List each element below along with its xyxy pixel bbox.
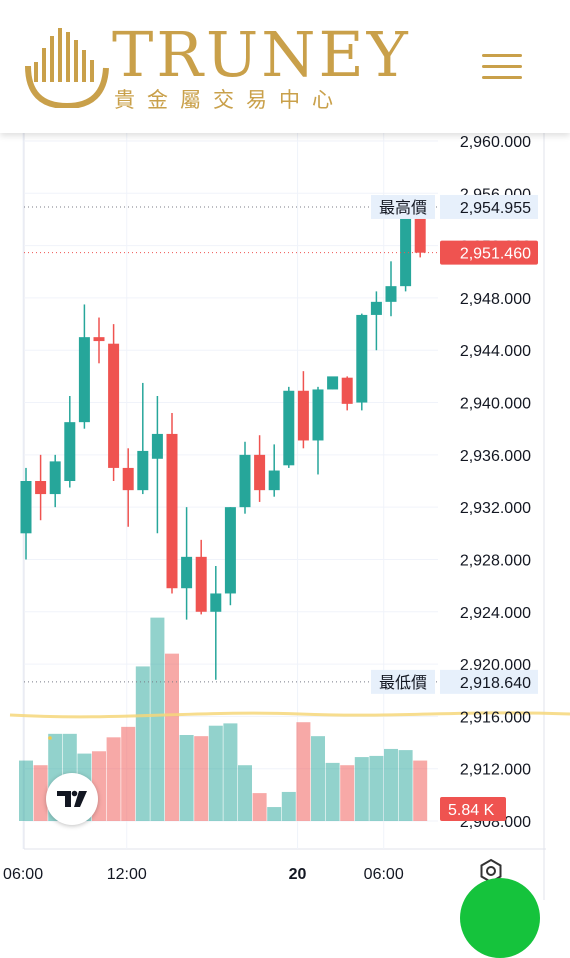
candle-body	[297, 390, 309, 441]
volume-bar	[252, 793, 267, 821]
time-tick-label: 20	[289, 866, 307, 883]
high-price-label-box	[371, 194, 435, 219]
time-tick-label: 06:00	[3, 866, 43, 883]
volume-bar	[121, 726, 136, 821]
candle-body	[122, 467, 134, 491]
volume-bar	[296, 722, 311, 821]
volume-bar	[267, 807, 282, 821]
low-price-value: 2,918.640	[460, 675, 531, 692]
candle-body	[49, 461, 61, 495]
volume-bar	[208, 725, 223, 821]
high-price-label: 最高價	[379, 199, 427, 217]
price-tick-label: 2,912.000	[460, 762, 531, 779]
volume-bar	[384, 748, 398, 821]
candle-body	[20, 481, 32, 534]
candle-body	[268, 470, 280, 491]
candle-body	[414, 211, 426, 253]
candle-body	[239, 454, 251, 508]
price-tick-label: 2,928.000	[460, 552, 531, 569]
price-tick-label: 2,932.000	[460, 500, 531, 517]
candle-body	[195, 556, 207, 612]
site-header: TRUNEY 貴金屬交易中心	[0, 0, 570, 133]
candle-body	[181, 556, 193, 589]
volume-bar	[340, 765, 355, 821]
price-tick-label: 2,944.000	[460, 343, 531, 360]
chat-button[interactable]	[460, 878, 540, 958]
candle-body	[35, 481, 47, 495]
volume-bar	[194, 736, 209, 821]
candle-body	[210, 593, 222, 612]
volume-bar	[179, 735, 194, 821]
candle-body	[64, 422, 76, 481]
volume-bar	[150, 617, 165, 821]
price-tick-label: 2,920.000	[460, 657, 531, 674]
low-price-value-box	[440, 669, 538, 694]
volume-bar	[106, 737, 121, 821]
low-price-label: 最低價	[379, 674, 427, 692]
volume-bar	[19, 760, 33, 821]
time-tick-label: 06:00	[364, 866, 404, 883]
candle-body	[400, 207, 412, 287]
candle-body	[341, 377, 353, 404]
volume-bar	[369, 755, 384, 821]
candle-body	[166, 433, 178, 589]
tradingview-logo-icon[interactable]	[46, 773, 98, 825]
volume-bar	[413, 760, 428, 821]
candle-body	[283, 390, 295, 466]
volume-bar	[165, 653, 179, 821]
candle-body	[78, 337, 90, 423]
brand-name: TRUNEY	[112, 18, 411, 91]
volume-bar	[223, 723, 238, 821]
volume-bar	[33, 765, 48, 821]
price-tick-label: 2,924.000	[460, 605, 531, 622]
hamburger-menu-icon[interactable]	[482, 54, 524, 82]
volume-bar	[238, 765, 252, 821]
volume-bar	[281, 791, 296, 821]
candle-body	[108, 343, 120, 468]
candle-body	[254, 454, 266, 491]
price-tick-label: 2,960.000	[460, 134, 531, 151]
ma-marker-dot	[48, 736, 52, 740]
volume-last-box	[440, 797, 506, 821]
candle-body	[356, 314, 368, 403]
candle-body	[151, 433, 163, 459]
price-tick-label: 2,936.000	[460, 448, 531, 465]
candlestick-chart[interactable]: 2,960.0002,956.0002,952.0002,948.0002,94…	[0, 133, 570, 900]
brand-subtitle: 貴金屬交易中心	[114, 88, 345, 112]
volume-last-value: 5.84 K	[448, 802, 495, 819]
price-tick-label: 2,916.000	[460, 709, 531, 726]
high-price-value: 2,954.955	[460, 200, 531, 217]
candle-body	[93, 337, 105, 342]
volume-bar	[354, 757, 369, 821]
price-tick-label: 2,940.000	[460, 396, 531, 413]
volume-bar	[398, 750, 413, 821]
time-tick-label: 12:00	[107, 866, 147, 883]
volume-bar	[311, 736, 325, 821]
candle-body	[385, 286, 397, 302]
volume-bar	[135, 666, 150, 821]
candle-body	[327, 376, 339, 390]
last-price-value: 2,951.460	[460, 246, 531, 263]
logo-icon	[25, 28, 109, 108]
moving-average-line	[9, 711, 570, 719]
volume-bar	[325, 762, 340, 821]
high-price-value-box	[440, 194, 538, 219]
candle-body	[370, 301, 382, 315]
candle-body	[312, 389, 324, 441]
last-price-box	[440, 240, 538, 265]
price-tick-label: 2,948.000	[460, 291, 531, 308]
low-price-label-box	[371, 669, 435, 694]
candle-body	[224, 507, 236, 594]
candle-body	[137, 450, 149, 491]
chart-area[interactable]: 2,960.0002,956.0002,952.0002,948.0002,94…	[0, 133, 570, 900]
